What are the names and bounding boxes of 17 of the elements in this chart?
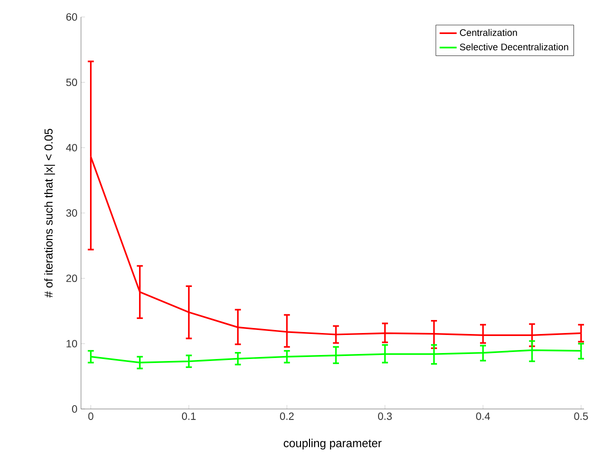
y-tick-label: 20: [66, 274, 78, 282]
legend-label: Centralization: [460, 29, 517, 36]
y-tick-label: 0: [72, 405, 78, 413]
x-tick-label: 0.1: [182, 412, 196, 420]
x-axis-title: coupling parameter: [284, 438, 382, 450]
x-tick-label: 0.4: [476, 412, 490, 420]
y-tick-label: 30: [66, 209, 78, 217]
y-tick-label: 60: [66, 13, 78, 21]
x-tick-label: 0: [88, 412, 94, 420]
y-axis-title: # of iterations such that |x| < 0.05: [44, 128, 55, 298]
x-tick-label: 0.2: [280, 412, 294, 420]
x-tick-label: 0.5: [574, 412, 588, 420]
y-tick-label: 10: [66, 340, 78, 348]
y-tick-label: 50: [66, 78, 78, 86]
x-tick-label: 0.3: [378, 412, 392, 420]
y-tick-label: 40: [66, 144, 78, 152]
legend-label: Selective Decentralization: [460, 43, 568, 50]
